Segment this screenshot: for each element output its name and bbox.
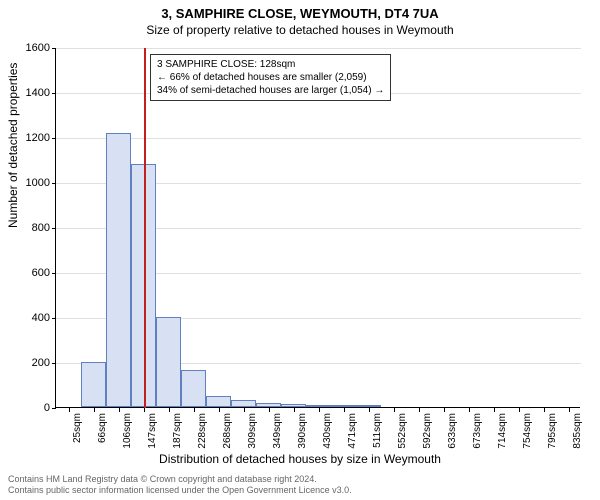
xtick-label: 714sqm — [497, 413, 508, 449]
footer-line-1: Contains HM Land Registry data © Crown c… — [8, 474, 352, 485]
annotation-line-smaller: ← 66% of detached houses are smaller (2,… — [157, 71, 384, 84]
xtick-mark — [294, 408, 295, 412]
attribution-footer: Contains HM Land Registry data © Crown c… — [8, 474, 352, 496]
histogram-bar — [331, 405, 356, 407]
ytick-mark — [52, 318, 56, 319]
ytick-label: 400 — [10, 312, 50, 324]
xtick-label: 835sqm — [572, 413, 583, 449]
xtick-mark — [69, 408, 70, 412]
xtick-label: 511sqm — [372, 413, 383, 448]
ytick-label: 0 — [10, 402, 50, 414]
annotation-line-property: 3 SAMPHIRE CLOSE: 128sqm — [157, 58, 384, 71]
ytick-label: 200 — [10, 357, 50, 369]
histogram-bar — [156, 317, 181, 407]
xtick-mark — [194, 408, 195, 412]
annotation-line-larger: 34% of semi-detached houses are larger (… — [157, 84, 384, 97]
ytick-mark — [52, 138, 56, 139]
xtick-mark — [569, 408, 570, 412]
ytick-mark — [52, 93, 56, 94]
xtick-label: 349sqm — [272, 413, 283, 449]
gridline — [56, 138, 581, 139]
histogram-bar — [306, 405, 331, 407]
xtick-label: 633sqm — [447, 413, 458, 449]
xtick-mark — [119, 408, 120, 412]
xtick-label: 25sqm — [72, 413, 83, 443]
chart-plot-area: 0200400600800100012001400160025sqm66sqm1… — [55, 48, 580, 408]
xtick-label: 106sqm — [122, 413, 133, 449]
ytick-mark — [52, 273, 56, 274]
annotation-box: 3 SAMPHIRE CLOSE: 128sqm ← 66% of detach… — [150, 54, 391, 101]
chart-container: 3, SAMPHIRE CLOSE, WEYMOUTH, DT4 7UA Siz… — [0, 0, 600, 500]
xtick-mark — [344, 408, 345, 412]
ytick-label: 1200 — [10, 132, 50, 144]
xtick-mark — [419, 408, 420, 412]
ytick-mark — [52, 408, 56, 409]
xtick-label: 268sqm — [222, 413, 233, 449]
xtick-label: 592sqm — [422, 413, 433, 449]
xtick-label: 754sqm — [522, 413, 533, 449]
ytick-mark — [52, 48, 56, 49]
xtick-mark — [244, 408, 245, 412]
xtick-mark — [519, 408, 520, 412]
xtick-mark — [94, 408, 95, 412]
ytick-label: 600 — [10, 267, 50, 279]
ytick-mark — [52, 183, 56, 184]
xtick-mark — [394, 408, 395, 412]
plot-region: 0200400600800100012001400160025sqm66sqm1… — [55, 48, 580, 408]
xtick-label: 309sqm — [247, 413, 258, 449]
gridline — [56, 48, 581, 49]
xtick-mark — [144, 408, 145, 412]
xtick-mark — [319, 408, 320, 412]
ytick-label: 1600 — [10, 42, 50, 54]
xtick-label: 673sqm — [472, 413, 483, 449]
xtick-label: 390sqm — [297, 413, 308, 449]
xtick-label: 228sqm — [197, 413, 208, 449]
xtick-label: 66sqm — [97, 413, 108, 443]
xtick-mark — [544, 408, 545, 412]
xtick-label: 147sqm — [147, 413, 158, 449]
histogram-bar — [81, 362, 106, 407]
xtick-mark — [469, 408, 470, 412]
footer-line-2: Contains public sector information licen… — [8, 485, 352, 496]
histogram-bar — [231, 400, 256, 407]
histogram-bar — [206, 396, 231, 407]
ytick-label: 800 — [10, 222, 50, 234]
chart-title-address: 3, SAMPHIRE CLOSE, WEYMOUTH, DT4 7UA — [0, 0, 600, 21]
xtick-label: 552sqm — [397, 413, 408, 449]
chart-subtitle: Size of property relative to detached ho… — [0, 21, 600, 37]
histogram-bar — [281, 404, 306, 407]
xtick-mark — [219, 408, 220, 412]
xtick-mark — [369, 408, 370, 412]
ytick-label: 1000 — [10, 177, 50, 189]
histogram-bar — [256, 403, 281, 408]
histogram-bar — [106, 133, 131, 408]
ytick-label: 1400 — [10, 87, 50, 99]
xtick-label: 795sqm — [547, 413, 558, 449]
xtick-mark — [494, 408, 495, 412]
xtick-mark — [269, 408, 270, 412]
xtick-label: 430sqm — [322, 413, 333, 449]
ytick-mark — [52, 228, 56, 229]
ytick-mark — [52, 363, 56, 364]
xtick-mark — [169, 408, 170, 412]
xtick-label: 187sqm — [172, 413, 183, 449]
property-marker-line — [144, 48, 146, 408]
histogram-bar — [356, 405, 381, 407]
xtick-mark — [444, 408, 445, 412]
x-axis-label: Distribution of detached houses by size … — [0, 452, 600, 466]
histogram-bar — [181, 370, 206, 407]
xtick-label: 471sqm — [347, 413, 358, 449]
